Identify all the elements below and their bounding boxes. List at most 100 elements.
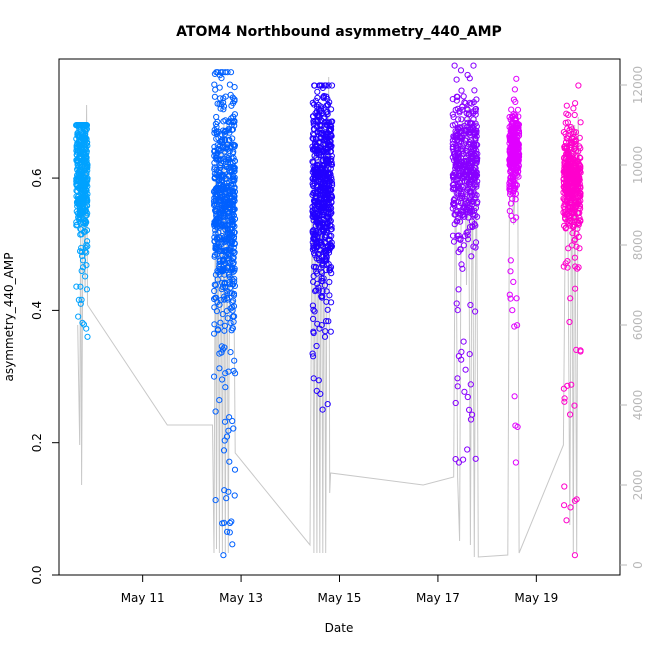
data-point (212, 497, 219, 504)
data-point (454, 93, 461, 101)
data-point (226, 529, 233, 536)
data-point (229, 94, 236, 101)
data-point (460, 242, 467, 249)
data-point (81, 149, 88, 156)
data-point (315, 287, 322, 294)
data-point (574, 184, 582, 191)
data-point (507, 191, 514, 198)
data-point (77, 300, 84, 307)
data-point (83, 325, 90, 332)
data-point (467, 381, 474, 388)
data-point (224, 528, 231, 535)
data-point (454, 124, 461, 131)
data-point (228, 221, 236, 228)
data-point (454, 149, 461, 156)
data-point (216, 260, 223, 268)
data-point (454, 383, 461, 390)
data-point (515, 153, 522, 160)
data-point (231, 492, 238, 499)
data-point (73, 122, 80, 129)
data-point (223, 144, 230, 151)
data-point (228, 229, 236, 236)
y-tick-label: 0.6 (30, 169, 44, 188)
data-point (215, 168, 222, 175)
data-point (309, 135, 316, 142)
data-point (327, 157, 334, 164)
data-point (507, 257, 514, 264)
data-point (571, 221, 578, 228)
data-point (229, 219, 236, 226)
data-point (223, 175, 230, 182)
data-point (216, 84, 223, 91)
data-point (317, 103, 324, 110)
data-point (571, 111, 578, 119)
data-point (214, 118, 221, 126)
data-point (313, 342, 320, 350)
data-point (574, 225, 581, 232)
data-point (219, 346, 226, 353)
data-point (577, 347, 584, 354)
data-point (327, 264, 335, 271)
data-point (568, 141, 575, 149)
data-point (466, 75, 473, 82)
data-point (325, 82, 332, 89)
data-point (227, 194, 234, 202)
data-point (561, 398, 568, 405)
data-point (566, 194, 573, 201)
data-point (213, 69, 220, 76)
data-point (211, 373, 218, 380)
data-point (451, 211, 458, 218)
data-point (513, 295, 520, 302)
data-point (312, 236, 319, 243)
data-point (575, 233, 582, 240)
data-point (321, 177, 328, 184)
data-point (223, 307, 230, 314)
data-point (564, 175, 571, 182)
data-point (221, 327, 228, 334)
data-point (77, 283, 84, 290)
data-point (216, 350, 223, 357)
data-point (567, 411, 574, 418)
data-point (310, 306, 317, 313)
data-point (231, 357, 238, 364)
data-point (224, 69, 231, 76)
data-point (453, 189, 460, 196)
data-point (219, 268, 227, 275)
data-point (515, 113, 522, 120)
data-point (452, 399, 459, 407)
data-point (470, 108, 477, 115)
data-point (83, 262, 90, 269)
data-point (457, 246, 464, 253)
data-point (569, 194, 577, 202)
data-point (73, 135, 80, 142)
y-tick-label: 0.0 (30, 565, 44, 584)
data-point (470, 122, 477, 129)
data-point (222, 189, 229, 196)
data-point (470, 62, 477, 69)
data-point (223, 495, 230, 502)
data-point (312, 288, 319, 295)
data-point (312, 264, 319, 271)
data-point (571, 138, 578, 145)
data-point (512, 459, 520, 466)
data-point (459, 265, 466, 272)
data-point (472, 455, 479, 462)
data-point (219, 520, 226, 527)
x-tick-label: May 13 (219, 591, 263, 605)
data-point (212, 408, 219, 415)
data-point (513, 75, 520, 82)
x-tick-label: May 15 (318, 591, 362, 605)
data-point (324, 156, 331, 163)
data-point (79, 253, 86, 260)
cluster (506, 75, 523, 466)
data-point (564, 161, 571, 168)
data-point (566, 127, 573, 134)
data-point (217, 151, 224, 158)
data-point (560, 195, 567, 202)
data-point (511, 393, 518, 400)
data-points (73, 62, 584, 559)
data-point (562, 139, 570, 146)
data-point (319, 84, 326, 92)
data-point (84, 238, 91, 245)
